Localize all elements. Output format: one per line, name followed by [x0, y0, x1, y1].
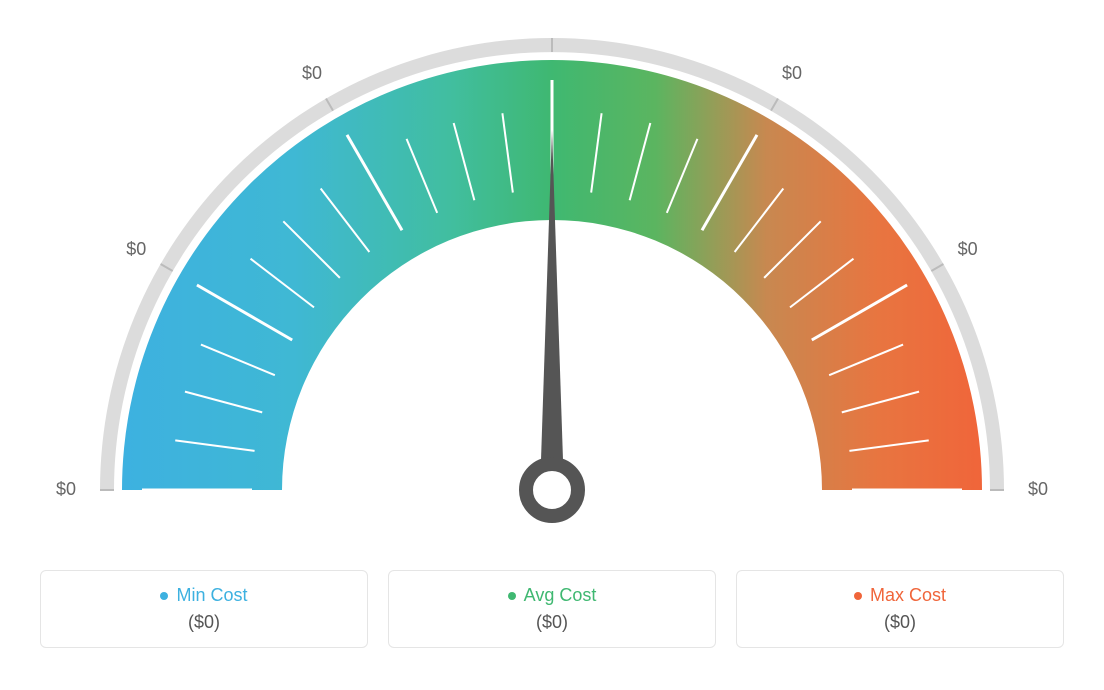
legend-label-min: Min Cost — [160, 585, 247, 606]
gauge-tick-label: $0 — [126, 239, 146, 259]
gauge-area: $0$0$0$0$0$0$0 — [40, 20, 1064, 560]
dot-icon — [854, 592, 862, 600]
gauge-hub — [526, 464, 578, 516]
gauge-tick-label: $0 — [302, 63, 322, 83]
gauge-container: $0$0$0$0$0$0$0 Min Cost ($0) Avg Cost ($… — [0, 0, 1104, 690]
dot-icon — [160, 592, 168, 600]
legend-box-min: Min Cost ($0) — [40, 570, 368, 648]
legend-text: Min Cost — [176, 585, 247, 606]
legend-text: Max Cost — [870, 585, 946, 606]
gauge-svg: $0$0$0$0$0$0$0 — [42, 20, 1062, 560]
legend-value-max: ($0) — [757, 612, 1043, 633]
legend-value-min: ($0) — [61, 612, 347, 633]
legend-text: Avg Cost — [524, 585, 597, 606]
legend-box-max: Max Cost ($0) — [736, 570, 1064, 648]
gauge-tick-label: $0 — [56, 479, 76, 499]
dot-icon — [508, 592, 516, 600]
legend-box-avg: Avg Cost ($0) — [388, 570, 716, 648]
gauge-tick-label: $0 — [782, 63, 802, 83]
legend-label-max: Max Cost — [854, 585, 946, 606]
legend-row: Min Cost ($0) Avg Cost ($0) Max Cost ($0… — [40, 570, 1064, 648]
gauge-tick-label: $0 — [1028, 479, 1048, 499]
gauge-tick-label: $0 — [958, 239, 978, 259]
legend-label-avg: Avg Cost — [508, 585, 597, 606]
legend-value-avg: ($0) — [409, 612, 695, 633]
